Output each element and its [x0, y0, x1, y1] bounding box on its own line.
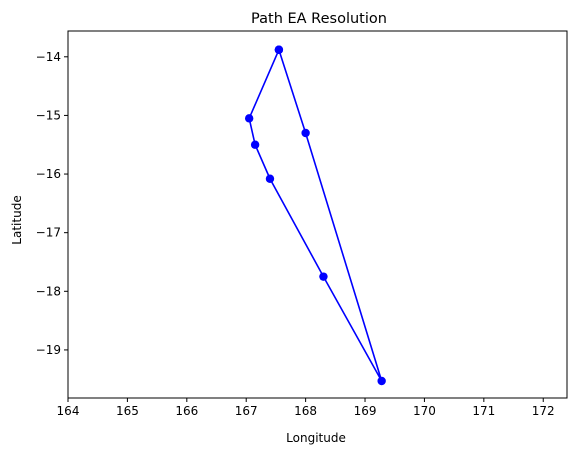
path-point — [244, 114, 254, 123]
path-point — [274, 45, 284, 54]
x-tick-label: 167 — [235, 404, 258, 418]
path-point — [265, 174, 275, 183]
path-line — [248, 49, 383, 382]
path-point — [250, 140, 260, 149]
series-layer — [244, 45, 386, 386]
x-tick-label: 171 — [472, 404, 495, 418]
x-tick-label: 172 — [532, 404, 555, 418]
x-axis-label: Longitude — [286, 431, 346, 445]
x-tick-label: 169 — [354, 404, 377, 418]
path-point — [301, 128, 310, 138]
x-axis-ticks: 164 165 166 167 168 169 170 171 172 — [57, 398, 555, 418]
y-axis-label: Latitude — [10, 195, 24, 244]
x-tick-label: 170 — [413, 404, 436, 418]
y-tick-label: −16 — [36, 167, 61, 181]
y-tick-label: −15 — [36, 108, 61, 122]
path-point — [319, 272, 328, 281]
y-tick-label: −14 — [36, 50, 61, 64]
chart-title: Path EA Resolution — [251, 11, 387, 27]
y-axis-ticks: −14 −15 −16 −17 −18 −19 — [36, 50, 68, 357]
x-tick-label: 168 — [294, 404, 317, 418]
x-tick-label: 166 — [175, 404, 198, 418]
x-tick-label: 164 — [57, 404, 80, 418]
y-tick-label: −17 — [36, 226, 61, 240]
y-tick-label: −19 — [36, 343, 61, 357]
y-tick-label: −18 — [36, 284, 61, 298]
x-tick-label: 165 — [116, 404, 139, 418]
plot-area-frame — [67, 30, 568, 399]
path-point — [377, 376, 386, 386]
